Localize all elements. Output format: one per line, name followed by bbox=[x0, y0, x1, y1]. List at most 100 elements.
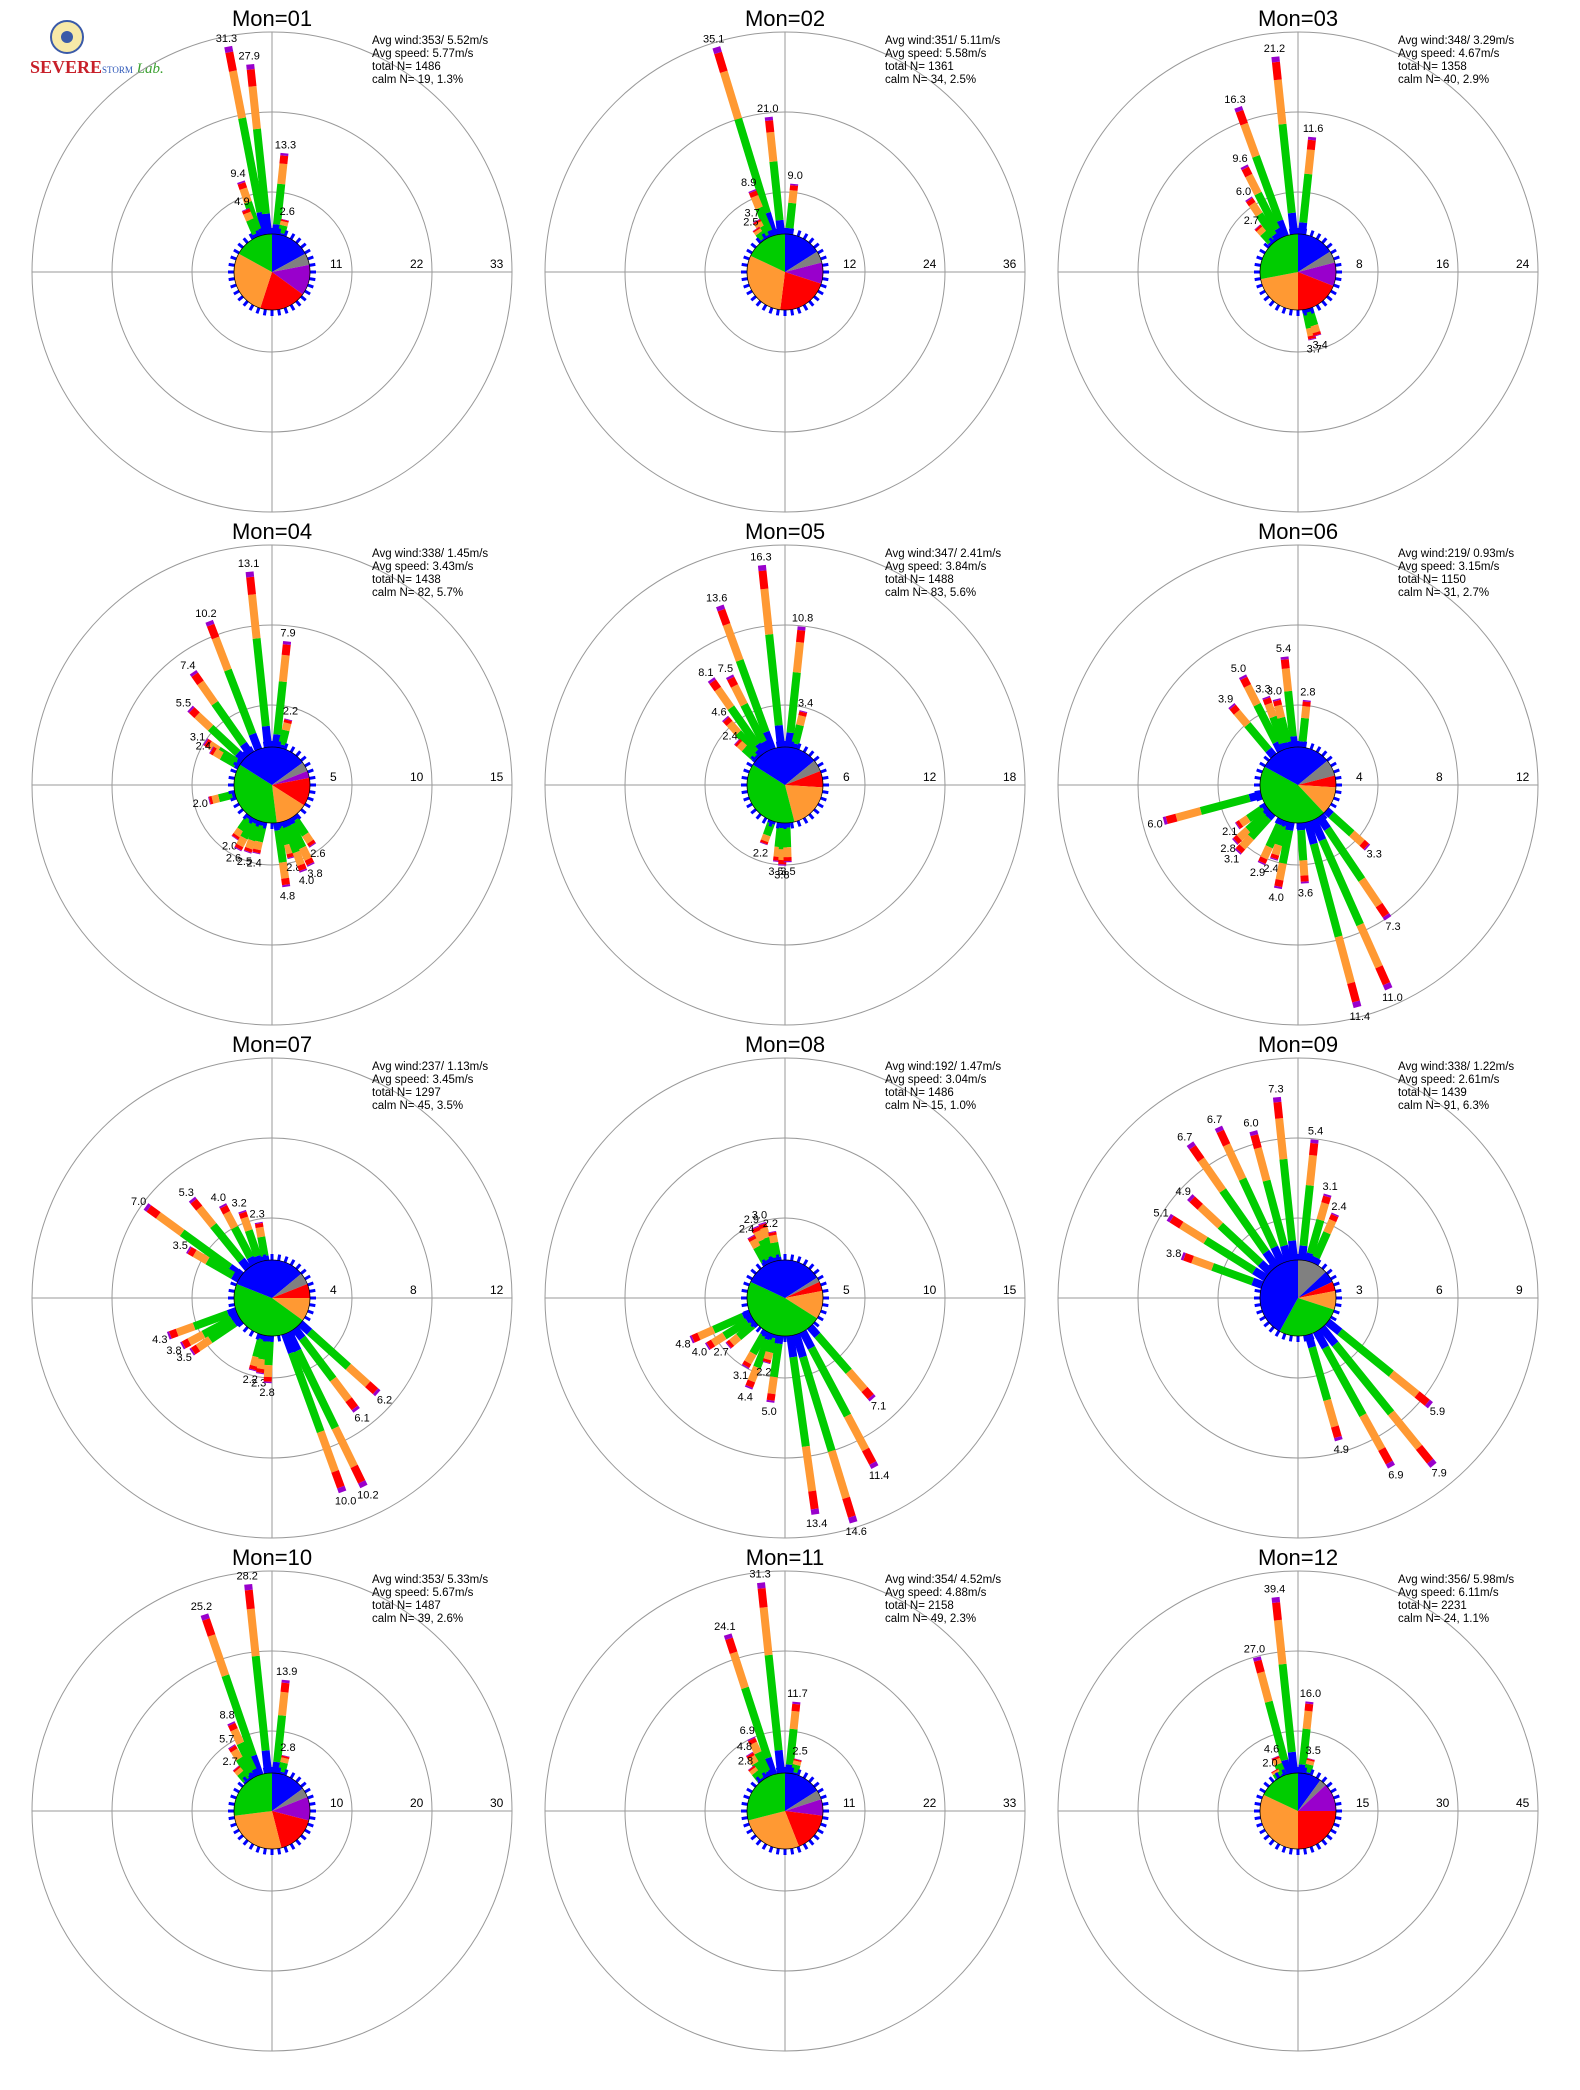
wind-bar-segment bbox=[750, 194, 763, 210]
wind-bar-segment bbox=[168, 1328, 179, 1339]
wind-bar-segment bbox=[240, 820, 256, 840]
wind-bar-segment bbox=[1236, 827, 1251, 841]
wind-bar-segment bbox=[1304, 1703, 1314, 1712]
direction-tick bbox=[309, 1816, 316, 1821]
direction-tick bbox=[1263, 295, 1270, 302]
wind-bar bbox=[209, 746, 242, 770]
wind-bar-segment bbox=[704, 1342, 711, 1351]
wind-bar-segment bbox=[748, 1765, 756, 1772]
direction-tick bbox=[813, 808, 820, 815]
ring-label: 22 bbox=[923, 1796, 937, 1810]
direction-tick bbox=[295, 1839, 302, 1846]
panel-title: Mon=03 bbox=[1258, 6, 1338, 31]
wind-bar-segment bbox=[792, 1701, 801, 1705]
wind-bar-segment bbox=[791, 1703, 801, 1712]
direction-tick bbox=[743, 1794, 750, 1800]
direction-tick bbox=[1256, 768, 1263, 774]
direction-tick bbox=[233, 248, 240, 255]
stats-line: calm N= 83, 5.6% bbox=[885, 587, 976, 599]
direction-tick bbox=[750, 1268, 757, 1275]
wind-bar-segment bbox=[770, 1241, 781, 1258]
direction-tick bbox=[1303, 741, 1308, 748]
direction-tick bbox=[1263, 1834, 1270, 1841]
bar-label: 5.1 bbox=[1153, 1207, 1168, 1219]
direction-tick bbox=[1254, 775, 1261, 780]
pie-slice bbox=[1260, 1794, 1298, 1849]
wind-bar-segment bbox=[1258, 856, 1268, 865]
direction-tick bbox=[1303, 822, 1308, 829]
wind-bar-segment bbox=[753, 218, 761, 224]
bar-label: 5.4 bbox=[1276, 643, 1291, 655]
wind-bar bbox=[1297, 1701, 1314, 1774]
direction-tick bbox=[808, 237, 815, 244]
wind-bar-segment bbox=[1183, 1252, 1194, 1264]
direction-tick bbox=[755, 237, 762, 244]
pie-slice bbox=[1260, 272, 1298, 310]
direction-tick bbox=[304, 248, 311, 255]
wind-bar-segment bbox=[288, 1351, 325, 1434]
wind-bar-segment bbox=[793, 1758, 802, 1763]
wind-bar-segment bbox=[1313, 333, 1322, 337]
direction-tick bbox=[304, 1274, 311, 1281]
direction-tick bbox=[750, 1834, 757, 1841]
wind-bar-segment bbox=[1321, 1345, 1367, 1418]
bar-label: 6.9 bbox=[1388, 1470, 1403, 1482]
direction-tick bbox=[230, 283, 237, 289]
direction-tick bbox=[283, 1256, 289, 1263]
bar-label: 6.2 bbox=[377, 1394, 392, 1406]
direction-tick bbox=[248, 1843, 255, 1850]
bar-label: 9.0 bbox=[788, 170, 803, 182]
direction-tick bbox=[750, 755, 757, 762]
direction-tick bbox=[1263, 242, 1270, 249]
direction-tick bbox=[1330, 1274, 1337, 1281]
direction-tick bbox=[1330, 1787, 1337, 1794]
direction-tick bbox=[230, 1281, 237, 1287]
stats-line: Avg wind:354/ 4.52m/s bbox=[885, 1574, 1001, 1586]
bar-label: 3.8 bbox=[1166, 1248, 1181, 1260]
wind-bar-segment bbox=[1257, 1260, 1273, 1276]
wind-bar-segment bbox=[797, 626, 806, 631]
direction-tick bbox=[820, 796, 827, 802]
stats-line: total N= 2231 bbox=[1398, 1600, 1467, 1612]
direction-tick bbox=[1333, 1794, 1340, 1800]
wind-rose-panel: 4 8 127.05.3 4.0 3.22.33.54.33.83.52.22.32.8… bbox=[31, 1032, 513, 1539]
direction-tick bbox=[775, 1335, 780, 1342]
direction-tick bbox=[262, 228, 267, 235]
direction-tick bbox=[300, 1268, 307, 1275]
pie-slice bbox=[785, 1281, 823, 1298]
direction-tick bbox=[262, 1767, 267, 1774]
wind-bar-segment bbox=[281, 1679, 290, 1684]
bar-label: 5.9 bbox=[1430, 1406, 1445, 1418]
wind-bar-segment bbox=[1232, 838, 1239, 845]
wind-bar-segment bbox=[246, 1608, 260, 1657]
wind-bar-segment bbox=[238, 1209, 247, 1214]
wind-bar-segment bbox=[1169, 1215, 1184, 1229]
ring-label: 11 bbox=[843, 1796, 856, 1810]
wind-bar-segment bbox=[748, 188, 757, 194]
bar-label: 14.6 bbox=[846, 1526, 867, 1538]
wind-bar-segment bbox=[1244, 722, 1272, 753]
direction-tick bbox=[817, 802, 824, 809]
pie-slice bbox=[1298, 1784, 1336, 1811]
direction-tick bbox=[802, 304, 809, 311]
wind-bar-segment bbox=[754, 1751, 771, 1774]
bar-label: 4.0 bbox=[299, 875, 314, 887]
direction-tick bbox=[255, 307, 261, 314]
direction-tick bbox=[1259, 1274, 1266, 1281]
direction-tick bbox=[1263, 755, 1270, 762]
bar-label: 3.6 bbox=[1298, 887, 1313, 899]
wind-bar bbox=[245, 571, 273, 748]
wind-bar-segment bbox=[285, 1330, 302, 1353]
bar-label: 2.0 bbox=[193, 798, 208, 810]
wind-bar-segment bbox=[345, 1397, 359, 1411]
direction-tick bbox=[1335, 262, 1342, 267]
wind-bar-segment bbox=[763, 1351, 774, 1361]
direction-tick bbox=[1259, 1315, 1266, 1322]
wind-rose-panel: 6 12 1816.313.610.87.58.14.62.43.42.23.53.… bbox=[544, 519, 1026, 1026]
direction-tick bbox=[817, 1315, 824, 1322]
wind-bar bbox=[1297, 699, 1311, 748]
wind-bar-segment bbox=[1328, 1213, 1339, 1223]
wind-bar-segment bbox=[1238, 1177, 1278, 1249]
direction-tick bbox=[820, 255, 827, 261]
wind-bar-segment bbox=[1269, 857, 1278, 861]
